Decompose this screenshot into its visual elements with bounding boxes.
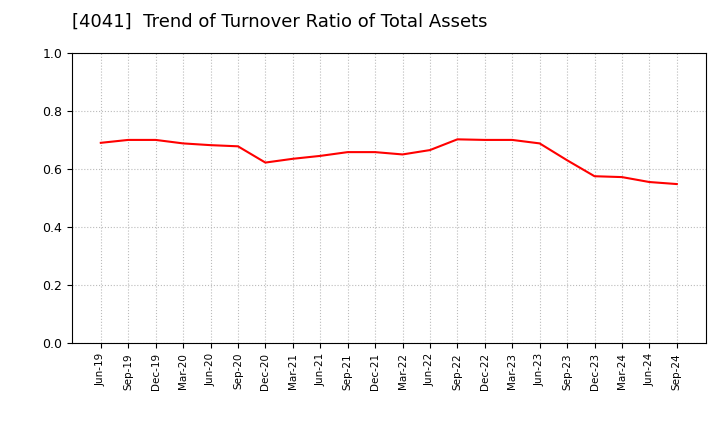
Text: [4041]  Trend of Turnover Ratio of Total Assets: [4041] Trend of Turnover Ratio of Total … [72, 13, 487, 31]
